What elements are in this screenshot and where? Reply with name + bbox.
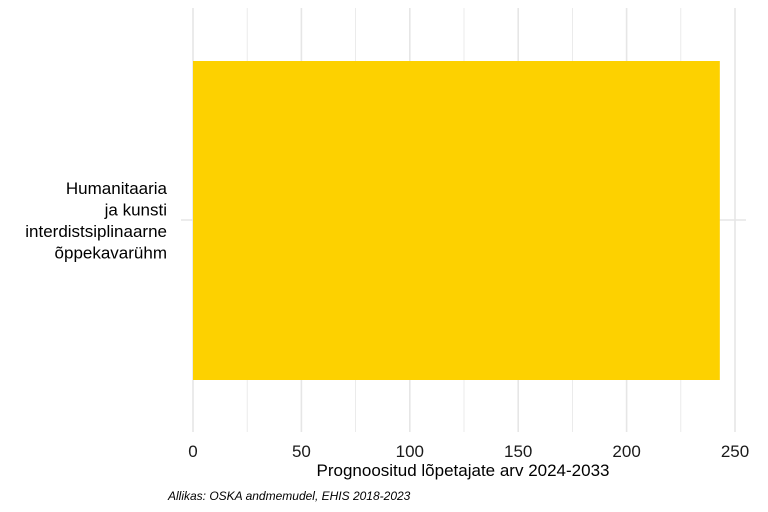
x-tick-label: 250 xyxy=(721,442,749,461)
category-label-line: Humanitaaria xyxy=(66,179,168,198)
x-tick-label: 0 xyxy=(188,442,197,461)
x-tick-label: 100 xyxy=(396,442,424,461)
x-tick-label: 50 xyxy=(292,442,311,461)
source-caption: Allikas: OSKA andmemudel, EHIS 2018-2023 xyxy=(167,489,411,503)
category-label-line: interdistsiplinaarne xyxy=(25,222,167,241)
x-axis-title: Prognoositud lõpetajate arv 2024-2033 xyxy=(317,461,610,480)
category-label-line: õppekavarühm xyxy=(55,243,167,262)
category-label-line: ja kunsti xyxy=(104,200,167,219)
category-label: Humanitaaria ja kunsti interdistsiplinaarn… xyxy=(25,179,167,263)
x-tick-label: 150 xyxy=(504,442,532,461)
x-axis-ticks: 0 50 100 150 200 250 xyxy=(188,442,749,461)
x-tick-label: 200 xyxy=(612,442,640,461)
bars xyxy=(193,61,720,380)
category-labels: Humanitaaria ja kunsti interdistsiplinaarn… xyxy=(25,179,167,263)
bar xyxy=(193,61,720,380)
